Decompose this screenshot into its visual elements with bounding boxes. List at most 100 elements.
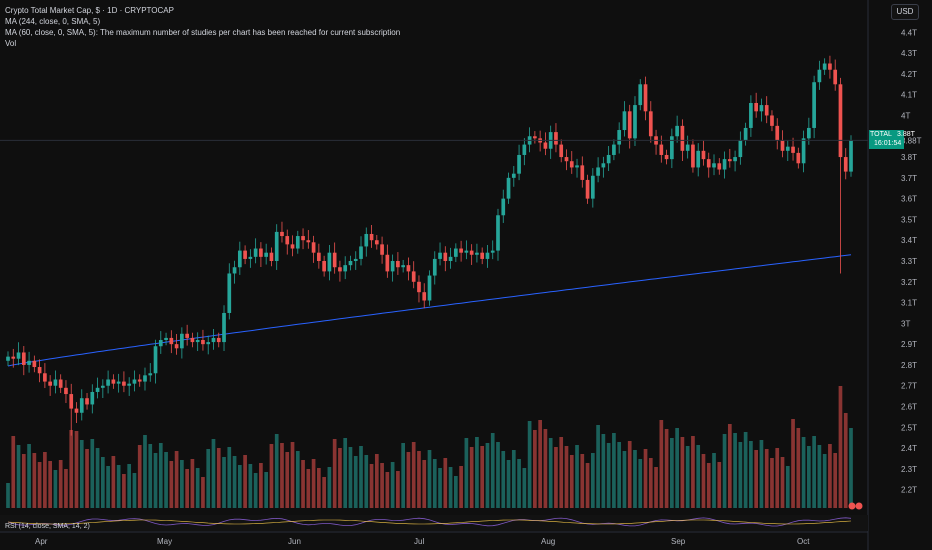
candle-body: [122, 381, 126, 386]
volume-bar: [770, 458, 774, 508]
candle-body: [390, 261, 395, 272]
volume-bar: [775, 448, 780, 508]
volume-bar: [127, 464, 132, 508]
candle-body: [733, 157, 737, 162]
volume-bar: [506, 460, 511, 508]
candle-body: [106, 379, 110, 386]
volume-bar: [411, 442, 416, 508]
candle-body: [717, 163, 722, 170]
y-tick-label: 4.3T: [901, 49, 917, 58]
candle-body: [543, 142, 548, 149]
volume-bar: [817, 445, 822, 508]
candle-body: [206, 342, 211, 345]
y-tick-label: 2.3T: [901, 465, 917, 474]
volume-bar: [95, 448, 100, 508]
ma-244-legend[interactable]: MA (244, close, 0, SMA, 5): [5, 17, 101, 26]
volume-bar: [648, 458, 653, 508]
y-tick-label: 3.8T: [901, 153, 917, 162]
candle-body: [559, 144, 564, 158]
volume-bar: [53, 470, 58, 508]
candle-body: [359, 246, 363, 259]
volume-bar: [675, 428, 679, 508]
volume-bar: [190, 459, 195, 508]
candle-body: [533, 136, 537, 139]
volume-bar: [453, 476, 458, 508]
volume-bar: [464, 438, 469, 508]
volume-bar: [85, 449, 89, 508]
candle-body: [585, 179, 590, 199]
volume-bar: [338, 448, 342, 508]
y-tick-label: 3.5T: [901, 215, 917, 224]
candle-body: [617, 130, 622, 145]
volume-bar: [153, 453, 158, 508]
x-tick-label: Oct: [797, 537, 810, 546]
volume-bar: [353, 456, 358, 508]
countdown-timer: 16:01:54: [874, 140, 902, 147]
candle-body: [511, 173, 516, 178]
volume-legend[interactable]: Vol: [5, 39, 17, 48]
volume-bar: [712, 453, 716, 508]
volume-bar: [685, 446, 690, 508]
volume-bar: [396, 471, 400, 508]
volume-bar: [643, 449, 648, 508]
candle-body: [712, 163, 716, 168]
candle-body: [227, 273, 232, 313]
volume-bar: [812, 436, 816, 508]
time-axis[interactable]: Apr May Jun Jul Aug Sep Oct: [0, 531, 868, 546]
candle-body: [443, 252, 448, 261]
candle-body: [164, 337, 168, 340]
candle-body: [659, 144, 664, 155]
candle-body: [253, 248, 258, 257]
candle-body: [396, 261, 400, 268]
volume-bar: [48, 461, 52, 508]
volume-bar: [833, 453, 838, 508]
currency-button[interactable]: USD: [891, 4, 919, 20]
candle-body: [517, 154, 521, 174]
volume-bar: [90, 439, 95, 508]
ma-60-legend[interactable]: MA (60, close, 0, SMA, 5): The maximum n…: [5, 28, 401, 37]
candle-body: [21, 352, 26, 365]
candle-body: [727, 159, 732, 162]
volume-bar: [180, 460, 184, 508]
y-tick-label: 3.6T: [901, 195, 917, 204]
volume-bar: [849, 428, 853, 508]
y-tick-label: 2.8T: [901, 361, 917, 370]
volume-bar: [227, 447, 232, 508]
volume-bar: [216, 448, 221, 508]
volume-bar: [317, 468, 321, 508]
volume-bar: [364, 455, 369, 508]
last-price-value: 3.88T: [897, 131, 915, 138]
volume-bar: [696, 445, 701, 508]
candle-body: [664, 154, 669, 160]
volume-bar: [58, 460, 63, 508]
symbol-title[interactable]: Crypto Total Market Cap, $ · 1D · CRYPTO…: [5, 6, 174, 15]
x-tick-label: Jun: [288, 537, 301, 546]
candle-body: [100, 385, 105, 388]
candle-body: [190, 337, 195, 343]
volume-bar: [828, 444, 832, 508]
volume-bar: [443, 458, 448, 508]
volume-bar: [554, 447, 558, 508]
volume-bar: [332, 439, 337, 508]
rsi-legend[interactable]: RSI (14, close, SMA, 14, 2): [5, 523, 90, 530]
candle-body: [480, 252, 485, 259]
candle-body: [322, 261, 326, 272]
y-tick-label: 3.3T: [901, 257, 917, 266]
volume-bar: [822, 454, 827, 508]
volume-bar: [274, 434, 279, 508]
volume-bar: [722, 434, 727, 508]
price-axis[interactable]: 4.4T 4.3T 4.2T 4.1T 4T 3.88T 3.8T 3.7T 3.6T 3.5T 3…: [867, 0, 922, 550]
candle-body: [564, 157, 569, 162]
candle-body: [374, 240, 379, 245]
candle-body: [780, 140, 785, 151]
candle-body: [685, 144, 690, 151]
x-tick-label: May: [157, 537, 172, 546]
volume-bar: [69, 430, 74, 508]
y-tick-label: 2.5T: [901, 423, 917, 432]
ma-polyline: [7, 254, 852, 367]
volume-bar: [43, 452, 47, 508]
candle-body: [148, 373, 153, 376]
candle-body: [174, 344, 179, 349]
volume-bar: [596, 425, 600, 508]
